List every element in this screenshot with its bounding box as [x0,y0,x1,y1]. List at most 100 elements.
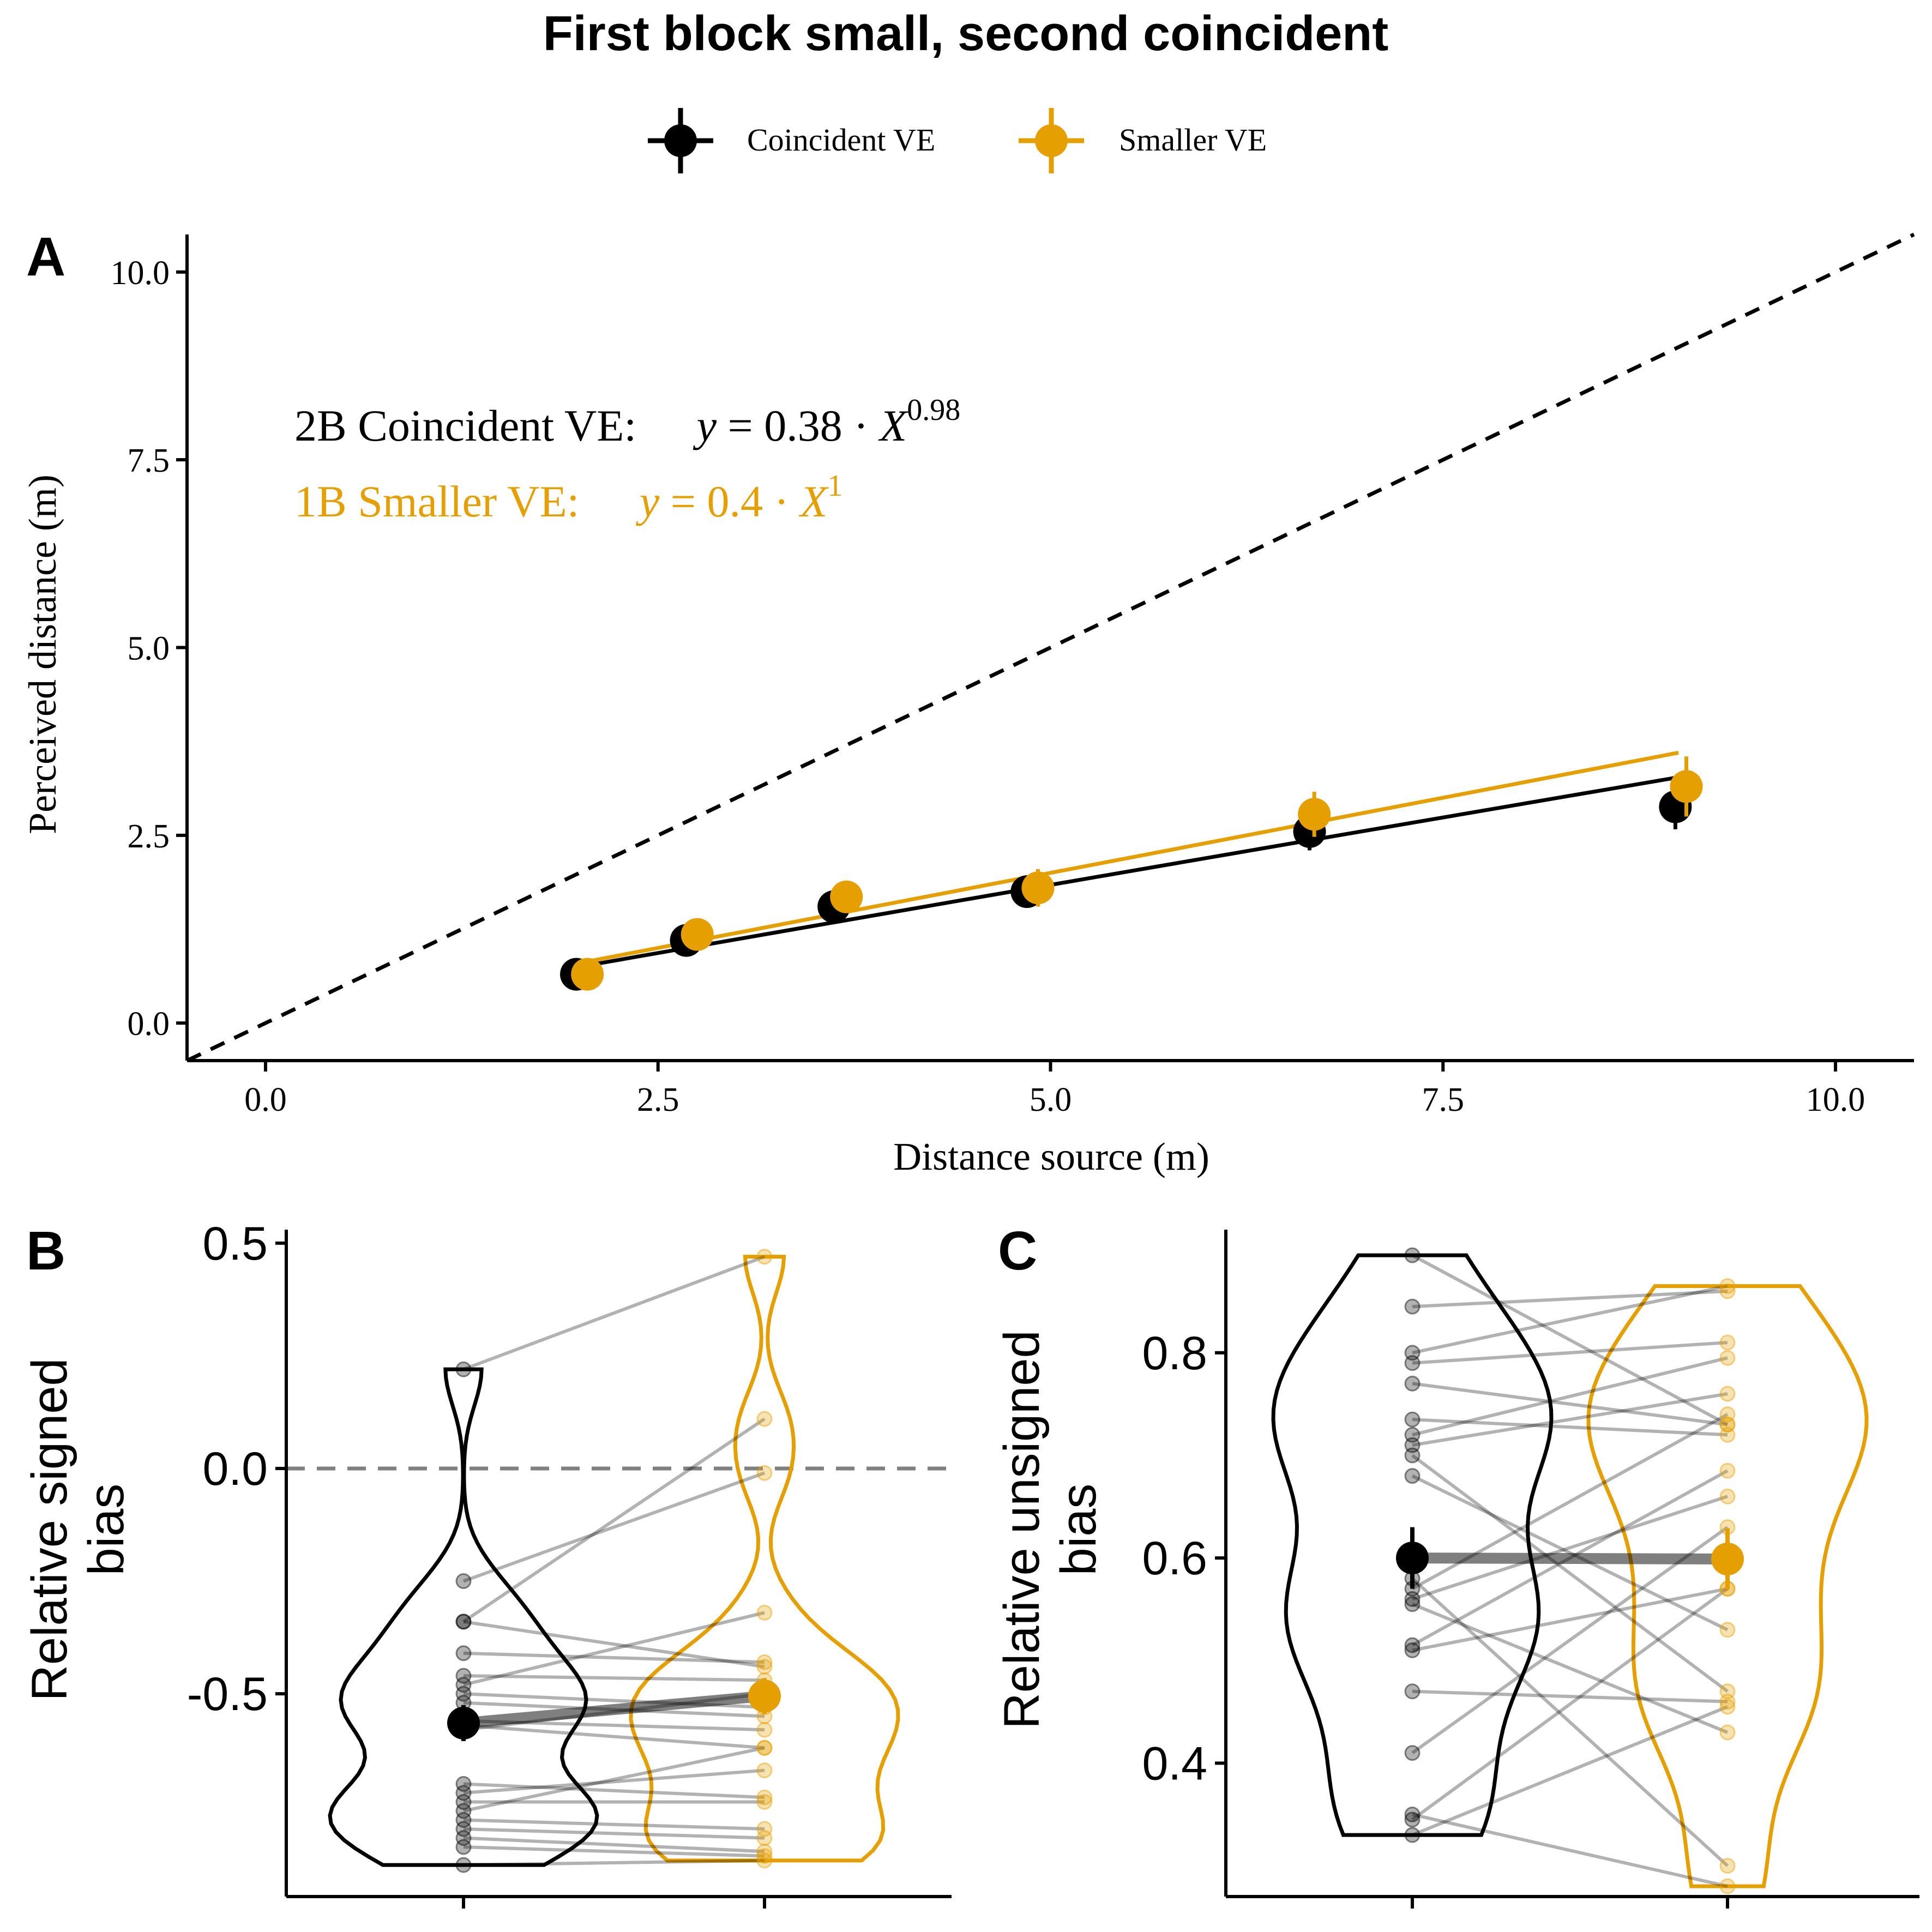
mean-point-0 [1396,1542,1429,1575]
point-coincident-1 [1404,1298,1421,1315]
point-coincident-15 [455,1803,472,1819]
pair-line-2 [462,1417,766,1623]
x-tick-label: 5.0 [1030,1081,1072,1118]
x-tick-label: 10.0 [1806,1081,1865,1118]
y-tick-label: 0.5 [202,1218,268,1270]
mean-point-0 [447,1706,480,1740]
point-smaller-13 [1719,1462,1736,1479]
panel-c-points [1404,1247,1736,1894]
pair-line-1 [462,1471,766,1583]
point-smaller-18 [756,1843,773,1859]
point-smaller-9 [1719,1622,1736,1638]
point-coincident-1 [455,1573,472,1590]
panel-c-ylabel-line1: Relative unsigned [994,1330,1050,1729]
mean-link-line [463,1690,765,1729]
y-tick-label: 0.8 [1142,1327,1207,1380]
panel-a-xlabel: Distance source (m) [893,1135,1209,1178]
violin-1 [1586,1284,1869,1888]
panel-b-ylabel: Relative signed bias [22,1358,134,1701]
annotation-smaller-coef: 0.4 [707,477,763,526]
pair-line-18 [1411,1587,1729,1821]
point-smaller-12 [1719,1488,1736,1504]
pair-line-14 [1412,1587,1728,1652]
point-smaller-19 [756,1848,773,1864]
point-coincident-5 [1404,1411,1421,1428]
point-coincident-19 [455,1839,472,1855]
point-coincident-7 [455,1686,472,1702]
panel-c-ylabel-line2: bias [1051,1484,1106,1576]
point-coincident-0 [455,1361,472,1377]
panel-b-pair-lines [462,1255,766,1867]
point-coincident-7 [1404,1437,1421,1453]
point-coincident-16 [455,1812,472,1828]
point-smaller-6 [756,1604,773,1621]
panel-a-identity-layer [186,232,1915,1063]
pair-line-17 [463,1827,765,1840]
fit-line-0 [576,775,1676,970]
panel-c-violins [1271,1253,1869,1888]
pair-line-17 [1412,1813,1728,1888]
y-tick-label: 7.5 [128,442,170,479]
point-smaller-9 [756,1722,773,1738]
panel-a-fit-lines [576,750,1679,970]
point-coincident-2 [455,1614,472,1630]
point-smaller-15 [756,1740,773,1756]
point-smaller-2 [1719,1278,1736,1294]
pair-line-3 [1412,1340,1728,1365]
pair-line-5 [1412,1418,1728,1437]
point-coincident-18 [455,1830,472,1846]
point-coincident-6 [1404,1427,1421,1443]
legend: Coincident VE Smaller VE [648,108,1267,173]
pair-line-3 [463,1620,765,1669]
violin-0 [1271,1253,1554,1837]
y-tick-label: -0.5 [187,1668,268,1720]
point-coincident-17 [1404,1806,1421,1822]
point-1-0 [571,958,604,991]
panel-b-axes: 0.5 0.0 -0.5 [187,1218,952,1909]
pair-line-10 [1411,1577,1729,1867]
point-smaller-1 [756,1465,773,1481]
mean-link-line [1412,1552,1728,1564]
point-1-4 [1298,798,1331,831]
pair-line-15 [1412,1689,1728,1704]
identity-line [186,232,1915,1063]
pair-line-19 [463,1845,765,1858]
point-smaller-13 [756,1762,773,1779]
legend-item-smaller: Smaller VE [1019,108,1267,173]
point-smaller-17 [1719,1878,1736,1894]
point-smaller-11 [1719,1406,1736,1423]
pair-line-9 [1411,1474,1729,1632]
point-1-5 [1670,770,1703,803]
point-coincident-20 [455,1857,472,1873]
point-coincident-15 [1404,1683,1421,1700]
point-smaller-20 [1719,1724,1736,1741]
annotation-coincident: 2B Coincident VE: y = 0.38 · X0.98 [294,393,960,450]
panel-b: 0.5 0.0 -0.5 Relative signed bias [22,1218,952,1909]
panel-c-axes: 0.8 0.6 0.4 [1142,1230,1919,1909]
pair-line-20 [463,1858,765,1867]
panel-label-a: A [26,226,65,287]
pair-line-2 [1412,1284,1728,1355]
violin-1 [629,1255,900,1863]
point-coincident-4 [1404,1375,1421,1392]
y-tick-label: 5.0 [128,630,170,667]
x-tick-label: 2.5 [637,1081,679,1118]
pair-line-20 [1411,1602,1729,1734]
point-smaller-15 [1719,1694,1736,1710]
panel-a: 0.0 2.5 5.0 7.5 10.0 0.0 2.5 5.0 7.5 10.0 2B Coin… [21,232,1915,1178]
point-coincident-9 [1404,1468,1421,1484]
pair-line-7 [1412,1392,1728,1447]
annotation-smaller-label: 1B Smaller VE: [294,477,579,526]
pair-line-15 [463,1746,765,1813]
point-smaller-0 [756,1249,773,1265]
point-smaller-3 [1719,1334,1736,1351]
pair-line-4 [463,1651,765,1664]
point-coincident-12 [455,1775,472,1792]
x-tick-label: 7.5 [1422,1081,1465,1118]
point-coincident-6 [455,1677,472,1693]
point-1-1 [681,918,714,951]
point-smaller-14 [756,1793,773,1810]
legend-label-coincident: Coincident VE [747,122,935,158]
point-smaller-7 [1719,1386,1736,1402]
